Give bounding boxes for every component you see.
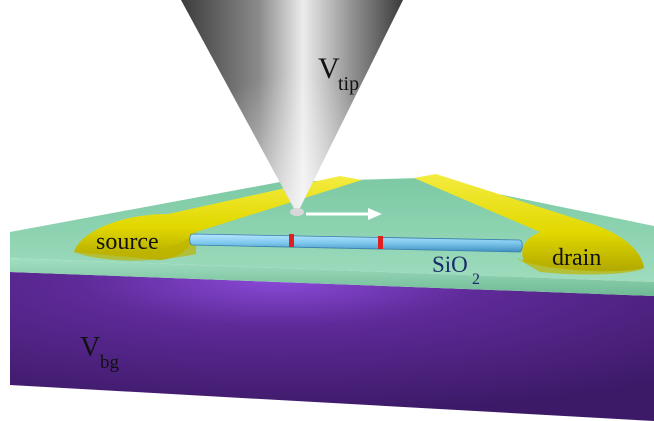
substrate-front-face: [10, 272, 654, 421]
svg-text:2: 2: [472, 271, 480, 288]
drain-label: drain: [552, 245, 601, 271]
drain-electrode: [414, 174, 644, 275]
svg-text:tip: tip: [338, 73, 359, 95]
svg-text:bg: bg: [100, 352, 120, 373]
svg-text:V: V: [80, 332, 100, 363]
backgate-voltage-label: V bg: [80, 332, 120, 373]
defect-marker-left: [289, 234, 294, 247]
substrate: [10, 272, 654, 421]
defect-marker-right: [378, 236, 383, 249]
afm-tip: [181, 0, 403, 216]
nanotube: [189, 233, 523, 253]
oxide-label: SiO 2: [432, 252, 480, 288]
oxide-front-face: [10, 258, 654, 296]
svg-text:V: V: [318, 52, 340, 85]
tip-voltage-label: V tip: [318, 52, 359, 95]
svg-text:SiO: SiO: [432, 252, 468, 277]
scan-direction-arrow: [306, 208, 382, 220]
source-label: source: [96, 229, 159, 255]
